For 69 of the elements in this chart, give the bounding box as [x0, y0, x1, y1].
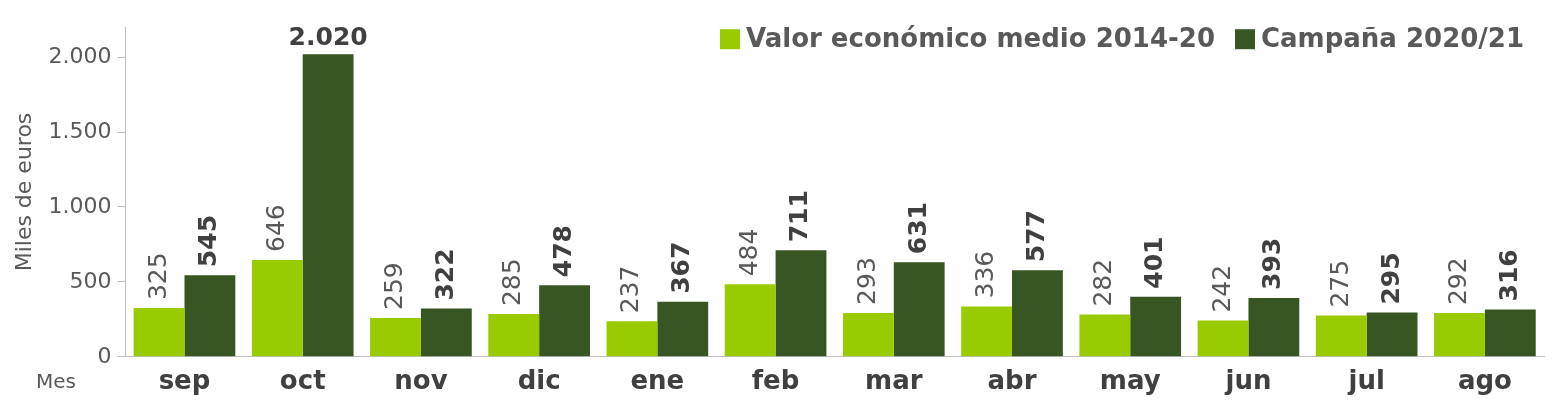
bar [420, 308, 472, 357]
data-label: 295 [1375, 252, 1405, 305]
bar [1012, 270, 1063, 357]
bar [1434, 313, 1485, 357]
x-tick-label: nov [394, 365, 448, 396]
data-label: 336 [970, 250, 1000, 299]
x-tick-label: ago [1457, 365, 1512, 396]
data-label: 322 [429, 248, 459, 301]
data-label: 292 [1442, 257, 1472, 306]
x-tick-label: ene [630, 365, 685, 396]
bar [1130, 296, 1182, 357]
data-label: 2.020 [288, 22, 368, 52]
data-label: 646 [260, 204, 290, 253]
data-label: 259 [379, 262, 409, 310]
data-label: 545 [193, 214, 223, 268]
y-tick-label: 2.000 [48, 42, 112, 68]
data-label: 325 [142, 252, 172, 301]
x-tick-label: sep [158, 365, 211, 396]
data-label: 285 [497, 258, 527, 307]
y-axis-title: Miles de euros [10, 112, 36, 272]
bar [1248, 297, 1300, 357]
bar [370, 318, 421, 357]
bar [606, 321, 658, 357]
x-tick-label: mar [865, 365, 923, 396]
bar [961, 306, 1013, 357]
x-tick-label: oct [279, 365, 326, 396]
data-label: 577 [1020, 210, 1050, 263]
y-tick-label: 0 [97, 342, 112, 368]
bar [1315, 315, 1367, 357]
y-tick-label: 1.500 [48, 117, 112, 143]
data-label: 367 [666, 241, 696, 294]
y-tick-label: 1.000 [48, 192, 112, 218]
data-label: 293 [851, 257, 881, 305]
x-tick-label: jun [1224, 365, 1272, 396]
bar [775, 250, 827, 357]
bar [657, 301, 709, 357]
legend-label: Campaña 2020/21 [1260, 22, 1525, 53]
bar [1079, 314, 1131, 357]
data-label: 316 [1493, 249, 1523, 302]
bar [1484, 309, 1536, 357]
bar [1197, 320, 1249, 357]
x-tick-label: abr [987, 365, 1037, 396]
data-label: 478 [548, 225, 578, 278]
data-label: 393 [1257, 237, 1287, 290]
data-label: 242 [1206, 264, 1236, 313]
bar [1366, 312, 1418, 357]
data-label: 711 [784, 190, 814, 243]
x-tick-label: dic [517, 365, 561, 396]
bar [302, 54, 354, 357]
bar [893, 262, 945, 357]
data-label: 237 [615, 265, 645, 314]
legend-label: Valor económico medio 2014-20 [745, 22, 1215, 53]
bar [842, 312, 894, 357]
bar [488, 314, 540, 357]
bar [133, 308, 185, 357]
y-tick-label: 500 [69, 267, 112, 293]
data-label: 401 [1139, 236, 1169, 289]
bar [184, 275, 236, 357]
x-axis-title: Mes [36, 369, 76, 393]
x-tick-label: jul [1347, 365, 1385, 396]
bar [251, 260, 303, 357]
data-label: 484 [733, 228, 763, 277]
bar [724, 284, 776, 357]
bar [539, 285, 590, 357]
x-tick-label: may [1099, 365, 1161, 396]
data-label: 631 [902, 202, 932, 255]
data-label: 275 [1324, 259, 1354, 308]
x-tick-label: feb [751, 365, 800, 396]
data-label: 282 [1088, 258, 1118, 307]
